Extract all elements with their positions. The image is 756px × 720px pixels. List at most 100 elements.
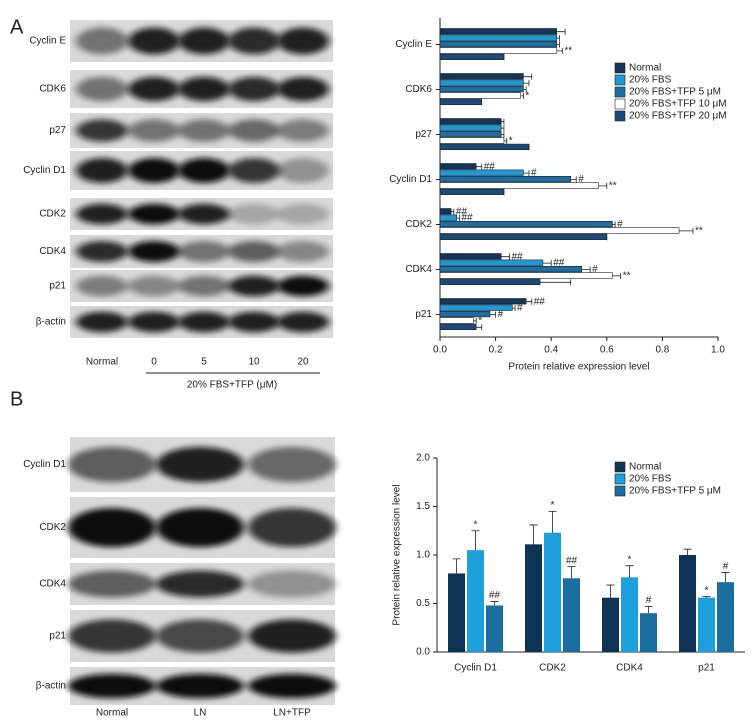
bar [439,143,530,151]
blot-band [178,119,230,142]
significance: ## [489,590,501,601]
error-bar [570,176,577,183]
blot-row-label: CDK6 [39,84,66,95]
blot-band [228,311,280,333]
error-bar [683,548,692,555]
bar [439,137,505,144]
bar [439,86,524,93]
significance: # [646,595,652,606]
bar [486,605,503,652]
significance: ** [695,226,703,237]
lane-label: 0 [151,357,157,368]
blot-band [128,240,180,263]
blot-band [156,673,244,699]
blot-band [178,311,230,333]
bar [439,298,527,305]
error-bar [512,305,516,312]
bar [439,40,558,48]
blot-row-label: Cyclin D1 [23,459,66,470]
significance: ** [623,271,631,282]
bar [439,47,558,54]
legend-label: Normal [629,63,661,74]
error-bar [456,215,460,222]
significance: * [474,519,478,530]
blot-band [68,507,156,548]
lane-label: LN [194,708,207,719]
bar [439,163,477,170]
bar [563,578,580,652]
x-tick-label: 1.0 [711,345,725,356]
lane-label: LN+TFP [273,708,311,719]
error-bar [721,572,730,583]
x-tick-label: 0.4 [544,345,558,356]
blot-band [128,203,180,225]
x-axis-label: Protein relative expression level [508,362,649,373]
error-bar [523,86,527,93]
error-bar [598,182,608,189]
legend-swatch [614,98,626,110]
legend-label: 20% FBS+TFP 5 μM [629,486,721,497]
blot-band [248,570,336,598]
error-bar [490,311,496,318]
blot-band [277,27,329,55]
error-bar [523,73,533,80]
blot-band [277,158,329,183]
error-bar [476,324,483,331]
bar [621,577,638,652]
error-bar [612,221,616,228]
bar [525,544,542,652]
lane-label: Normal [96,708,128,719]
bar [448,573,465,652]
blot-band [228,76,280,102]
error-bar [556,41,560,48]
blot-row-label: β-actin [36,681,66,692]
error-bar [501,253,510,260]
error-bar [567,566,576,579]
group-label: 20% FBS+TFP (μM) [187,380,277,391]
blot-band [128,275,180,297]
blot-band [178,158,230,183]
error-bar [556,28,566,35]
blot-band [128,27,180,55]
blot-band [76,203,128,225]
significance: ** [564,46,572,57]
bar [439,34,558,41]
blot-band [277,275,329,297]
blot-row-label: p21 [49,281,66,292]
blot-band [76,27,128,55]
bar [439,28,558,35]
blot-band [76,240,128,263]
error-bar [476,163,483,170]
blot-band [277,76,329,102]
x-tick-label: 0.8 [655,345,669,356]
significance: * [509,136,513,147]
blot-band [228,119,280,142]
blot-band [156,570,244,598]
blot-row-label: Cyclin D1 [23,165,66,176]
significance: # [723,561,729,572]
blot-band [228,158,280,183]
legend-label: 20% FBS [629,474,672,485]
legend-label: 20% FBS [629,75,672,86]
blot-band [128,311,180,333]
blot-band [76,158,128,183]
bar [439,310,491,318]
blot-row-label: β-actin [36,317,66,328]
bar [439,304,513,311]
lane-label: 10 [248,357,260,368]
significance: * [478,316,482,327]
blot-band [156,446,244,483]
significance: # [498,309,504,320]
significance: * [525,91,529,102]
error-bar [523,80,530,87]
bar [439,118,502,125]
blot-band [76,76,128,102]
significance: ## [484,161,496,172]
error-bar [540,279,572,286]
bar [544,532,561,652]
bar [439,323,477,331]
significance: ## [534,296,546,307]
y-tick-label: 0.0 [416,647,430,658]
error-bar [556,35,560,42]
bar [439,124,502,131]
